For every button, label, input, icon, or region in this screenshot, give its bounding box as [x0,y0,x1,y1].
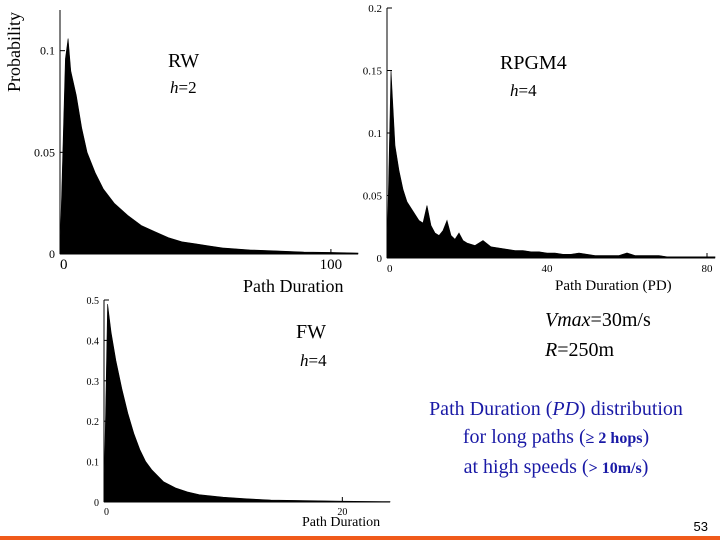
rw-y-tick-label: 0.1 [40,44,55,58]
caption-line-1-a: Path Duration ( [429,398,553,420]
fw-y-tick-label: 0.5 [87,296,100,307]
condition-r: R=250m [545,335,651,365]
rpgm4-y-tick-label: 0.05 [363,191,383,203]
r-variable: R [545,339,558,361]
ylabel-probability: Probability [4,12,24,92]
rpgm4-x-tick-label: 40 [542,263,554,275]
caption-line-2-hops: ≥ 2 hops [585,430,643,447]
fw-y-tick-label: 0.1 [87,458,100,469]
panel-title-rw: RW [168,50,199,72]
fw-y-tick-label: 0.3 [87,377,100,388]
vmax-value: =30m/s [590,309,651,331]
caption-line-1-pd: PD [552,398,580,420]
rw-x-tick-label: 0 [60,257,68,273]
caption-line-2: for long paths (≥ 2 hops) [400,423,712,453]
caption-line-3-a: at high speeds ( [463,456,589,478]
xlabel-fw: Path Duration [302,515,380,530]
fw-x-tick-label: 0 [104,507,109,518]
vmax-variable: Vmax [545,309,591,331]
r-value: =250m [557,339,615,361]
annotation-fw: h=4 [300,351,327,370]
caption-line-1: Path Duration (PD) distribution [400,395,712,423]
chart-fw: 0 0.1 0.2 0.3 0.4 0.5 0 20 FW h=4 Path Duration [87,296,391,530]
rpgm4-x-tick-label: 0 [387,263,393,275]
annotation-rpgm4: h=4 [510,81,537,100]
panel-title-rpgm4: RPGM4 [500,52,567,74]
fw-y-tick-label: 0 [94,498,99,509]
rpgm4-plot-area: 0 0.05 0.1 0.15 0.2 0 40 80 [363,3,716,275]
caption-line-2-a: for long paths ( [462,426,586,448]
rw-plot-area: 0 0.05 0.1 0 100 [34,10,359,273]
xlabel-rpgm4: Path Duration (PD) [555,278,672,294]
rw-y-tick-label: 0 [49,247,55,261]
fw-distribution-area [103,303,391,503]
fw-plot-area: 0 0.1 0.2 0.3 0.4 0.5 0 20 [87,296,391,518]
rw-distribution-area [59,38,359,255]
rpgm4-y-tick-label: 0 [377,253,383,265]
rpgm4-y-tick-label: 0.2 [368,3,382,15]
rpgm4-distribution-area [386,70,716,259]
chart-rw: Probability 0 0.05 0.1 0 100 RW h=2 Path Dur… [4,10,359,296]
slide-caption: Path Duration (PD) distribution for long… [400,395,712,483]
rpgm4-y-tick-label: 0.1 [368,128,382,140]
caption-line-3-b: ) [641,456,649,478]
rpgm4-x-tick-label: 80 [702,263,714,275]
xlabel-rw: Path Duration [243,276,344,296]
rpgm4-y-tick-label: 0.15 [363,66,383,78]
caption-line-1-b: ) distribution [579,398,683,420]
caption-line-3-speed: > 10m/s [588,460,642,477]
page-number: 53 [693,519,708,534]
fw-x-tick-label: 20 [337,507,347,518]
chart-rpgm4: 0 0.05 0.1 0.15 0.2 0 40 80 RPGM4 h=4 Path Dura… [363,3,716,294]
rw-x-tick-label: 100 [320,257,343,273]
fw-y-tick-label: 0.2 [87,417,100,428]
caption-line-3: at high speeds (> 10m/s) [400,453,712,483]
conditions-block: Vmax=30m/s R=250m [545,305,651,365]
rw-y-tick-label: 0.05 [34,145,55,159]
panel-title-fw: FW [296,321,326,343]
condition-vmax: Vmax=30m/s [545,305,651,335]
caption-line-2-b: ) [642,426,650,448]
fw-y-tick-label: 0.4 [87,336,100,347]
annotation-rw: h=2 [170,78,197,97]
bottom-accent-bar [0,536,720,540]
